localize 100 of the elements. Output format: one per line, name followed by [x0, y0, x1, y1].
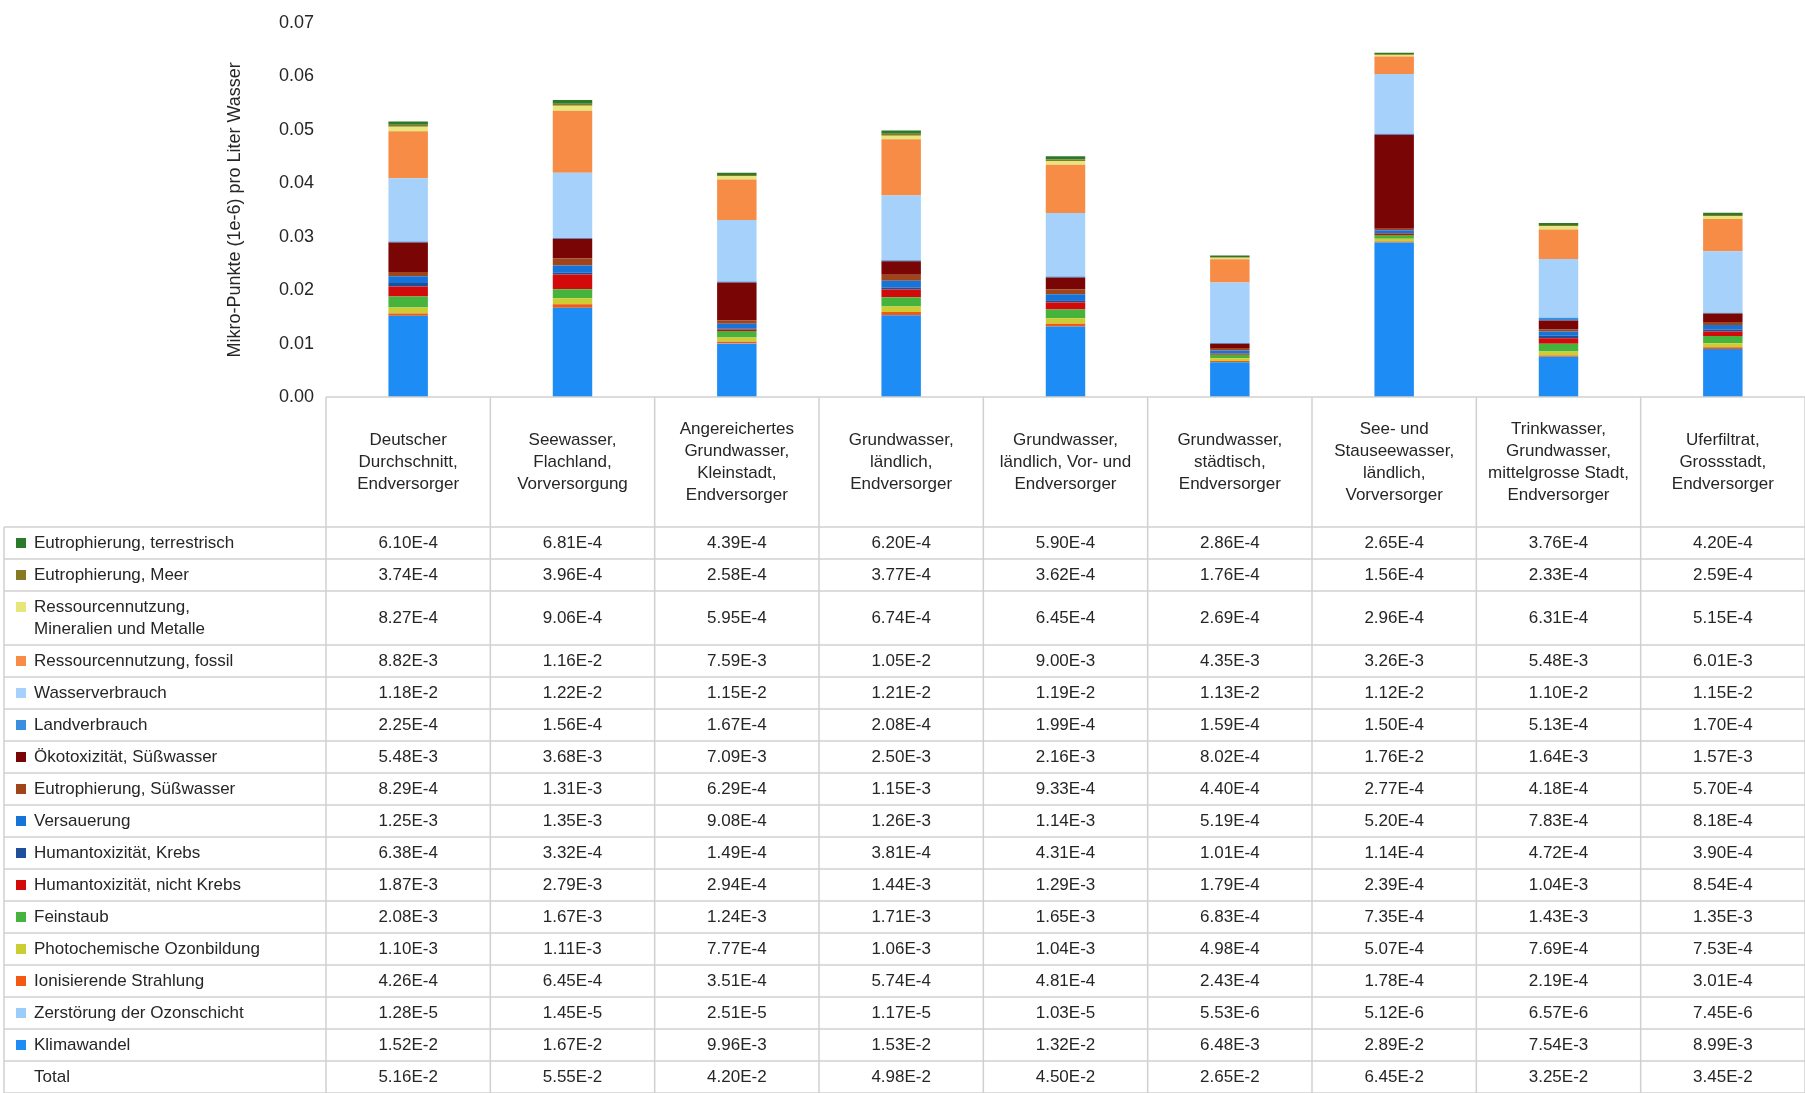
data-label: 1.14E-4 — [1364, 842, 1424, 862]
data-label: 7.45E-6 — [1693, 1002, 1753, 1022]
data-label: 3.62E-4 — [1035, 564, 1096, 584]
data-label: 5.70E-4 — [1693, 778, 1753, 798]
data-label: 7.53E-4 — [1693, 938, 1753, 958]
data-label: 7.59E-3 — [707, 650, 767, 670]
data-label: 5.07E-4 — [1364, 938, 1424, 958]
data-label: 2.89E-2 — [1364, 1034, 1424, 1054]
data-label: 1.67E-4 — [707, 714, 767, 734]
legend-label: Wasserverbrauch — [34, 682, 167, 702]
data-label: 2.50E-3 — [871, 746, 931, 766]
data-label: 1.22E-2 — [542, 682, 603, 702]
data-label: 1.53E-2 — [871, 1034, 931, 1054]
data-label: 1.25E-3 — [378, 810, 438, 830]
legend-label: Humantoxizität, nicht Krebs — [34, 874, 241, 894]
data-label: 8.29E-4 — [378, 778, 438, 798]
y-tick-label: 0.00 — [278, 385, 314, 406]
data-label: 1.35E-3 — [542, 810, 603, 830]
y-tick-label: 0.05 — [278, 118, 314, 139]
x-tick-label: Grundwasser, ländlich, Vor- und Endversorger — [999, 429, 1132, 493]
data-label: 1.67E-2 — [542, 1034, 603, 1054]
data-label: 1.71E-3 — [871, 906, 931, 926]
data-label: 5.13E-4 — [1528, 714, 1589, 734]
data-label: 5.19E-4 — [1200, 810, 1260, 830]
data-label: 2.59E-4 — [1693, 564, 1753, 584]
data-label: 5.48E-3 — [378, 746, 438, 766]
text: 4.50E-2 — [1035, 1066, 1096, 1086]
data-label: 1.56E-4 — [542, 714, 603, 734]
data-label: 2.25E-4 — [378, 714, 438, 734]
text: 3.45E-2 — [1693, 1066, 1753, 1086]
data-label: 1.79E-4 — [1200, 874, 1260, 894]
data-label: 9.33E-4 — [1035, 778, 1096, 798]
x-tick-label: See- und Stauseewasser, ländlich, Vorversorger — [1334, 418, 1455, 504]
data-label: 1.01E-4 — [1200, 842, 1260, 862]
x-tick-label: Deutscher Durchschnitt, Endversorger — [357, 429, 460, 493]
data-label: 1.24E-3 — [707, 906, 767, 926]
data-label: 4.81E-4 — [1035, 970, 1096, 990]
data-label: 1.65E-3 — [1035, 906, 1096, 926]
data-label: 1.10E-3 — [378, 938, 438, 958]
data-label: 5.48E-3 — [1528, 650, 1589, 670]
legend-label: Eutrophierung, Süßwasser — [34, 778, 236, 798]
data-label: 1.13E-2 — [1200, 682, 1260, 702]
data-label: 2.86E-4 — [1200, 532, 1260, 552]
data-label: 1.05E-2 — [871, 650, 931, 670]
data-label: 1.35E-3 — [1693, 906, 1753, 926]
data-label: 3.51E-4 — [707, 970, 767, 990]
text: 4.98E-2 — [871, 1066, 931, 1086]
data-label: 7.09E-3 — [707, 746, 767, 766]
data-label: 4.72E-4 — [1528, 842, 1589, 862]
data-label: 4.18E-4 — [1528, 778, 1589, 798]
y-tick-label: 0.06 — [278, 65, 314, 86]
data-label: 1.57E-3 — [1693, 746, 1753, 766]
data-label: 1.76E-2 — [1364, 746, 1424, 766]
data-label: 2.51E-5 — [707, 1002, 767, 1022]
legend-label: Feinstaub — [34, 906, 109, 926]
legend-label: Klimawandel — [34, 1034, 131, 1054]
data-label: 1.21E-2 — [871, 682, 931, 702]
data-label: 3.26E-3 — [1364, 650, 1424, 670]
text: 3.25E-2 — [1528, 1066, 1589, 1086]
y-tick-label: 0.04 — [278, 172, 314, 193]
y-axis-title: Mikro-Punkte (1e-6) pro Liter Wasser — [223, 62, 244, 358]
data-label: 4.20E-4 — [1693, 532, 1753, 552]
legend-label: Ökotoxizität, Süßwasser — [34, 746, 218, 766]
data-label: 2.43E-4 — [1200, 970, 1260, 990]
data-label: 2.33E-4 — [1528, 564, 1589, 584]
data-label: 6.57E-6 — [1528, 1002, 1589, 1022]
data-label: 8.82E-3 — [378, 650, 438, 670]
data-label: 1.76E-4 — [1200, 564, 1260, 584]
data-label: 3.32E-4 — [542, 842, 603, 862]
y-tick-label: 0.01 — [278, 332, 314, 353]
data-label: 1.49E-4 — [707, 842, 767, 862]
legend-label: Ressourcennutzung, fossil — [34, 650, 234, 670]
y-tick-label: 0.02 — [278, 279, 314, 300]
data-label: 1.06E-3 — [871, 938, 931, 958]
data-label: 6.48E-3 — [1200, 1034, 1260, 1054]
data-label: 4.98E-4 — [1200, 938, 1260, 958]
data-label: 6.01E-3 — [1693, 650, 1753, 670]
data-label: 3.01E-4 — [1693, 970, 1753, 990]
y-tick-label: 0.03 — [278, 225, 314, 246]
data-label: 6.38E-4 — [378, 842, 438, 862]
data-label: 6.29E-4 — [707, 778, 767, 798]
data-label: 3.68E-3 — [542, 746, 603, 766]
data-label: 1.64E-3 — [1528, 746, 1589, 766]
data-label: 2.79E-3 — [542, 874, 603, 894]
legend-label: Photochemische Ozonbildung — [34, 938, 260, 958]
data-label: 1.50E-4 — [1364, 714, 1424, 734]
data-label: 2.69E-4 — [1200, 607, 1260, 627]
data-label: 9.08E-4 — [707, 810, 767, 830]
data-label: 4.40E-4 — [1200, 778, 1260, 798]
data-label: 2.19E-4 — [1528, 970, 1589, 990]
data-label: 5.15E-4 — [1693, 607, 1753, 627]
data-label: 6.83E-4 — [1200, 906, 1260, 926]
data-label: 1.18E-2 — [378, 682, 438, 702]
text: 6.45E-2 — [1364, 1066, 1424, 1086]
data-label: 5.20E-4 — [1364, 810, 1424, 830]
data-label: 1.04E-3 — [1528, 874, 1589, 894]
text: 5.16E-2 — [378, 1066, 438, 1086]
data-label: 8.99E-3 — [1693, 1034, 1753, 1054]
legend-label: Eutrophierung, Meer — [34, 564, 190, 584]
data-label: 1.26E-3 — [871, 810, 931, 830]
